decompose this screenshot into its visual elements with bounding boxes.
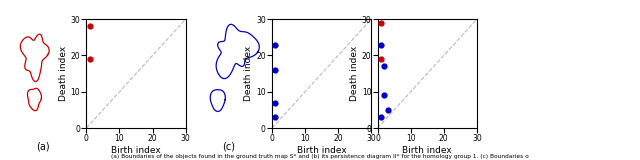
Y-axis label: Death index: Death index xyxy=(350,46,359,101)
X-axis label: Birth index: Birth index xyxy=(297,146,346,155)
Text: (c): (c) xyxy=(222,141,236,151)
Point xyxy=(84,58,95,60)
Point xyxy=(270,69,280,71)
Point xyxy=(376,58,386,60)
Point xyxy=(270,43,280,46)
X-axis label: Birth index: Birth index xyxy=(111,146,161,155)
Point xyxy=(379,65,389,68)
Text: (a): (a) xyxy=(36,141,50,151)
Point xyxy=(379,94,389,97)
Text: (a) Boundaries of the objects found in the ground truth map S* and (b) its persi: (a) Boundaries of the objects found in t… xyxy=(111,154,529,159)
Point xyxy=(84,25,95,28)
Y-axis label: Death index: Death index xyxy=(244,46,253,101)
Point xyxy=(376,22,386,24)
Point xyxy=(376,116,386,118)
Point xyxy=(376,43,386,46)
Point xyxy=(270,101,280,104)
Point xyxy=(270,116,280,118)
X-axis label: Birth index: Birth index xyxy=(403,146,452,155)
Y-axis label: Death index: Death index xyxy=(59,46,68,101)
Point xyxy=(383,109,393,111)
